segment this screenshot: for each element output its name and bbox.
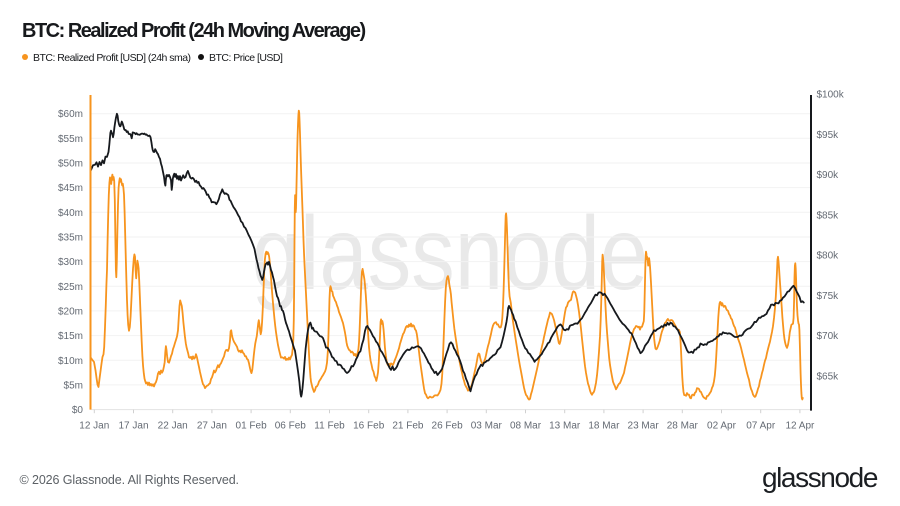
svg-text:glassnode: glassnode (252, 196, 649, 312)
svg-text:$80k: $80k (817, 251, 840, 262)
svg-text:06 Feb: 06 Feb (275, 421, 307, 432)
svg-text:12 Apr: 12 Apr (785, 421, 815, 432)
svg-text:$30m: $30m (58, 257, 83, 268)
svg-text:07 Apr: 07 Apr (746, 421, 776, 432)
svg-text:$5m: $5m (64, 380, 83, 391)
svg-text:27 Jan: 27 Jan (197, 421, 227, 432)
svg-text:16 Feb: 16 Feb (353, 421, 385, 432)
svg-text:26 Feb: 26 Feb (432, 421, 464, 432)
svg-text:13 Mar: 13 Mar (549, 421, 581, 432)
svg-text:22 Jan: 22 Jan (158, 421, 188, 432)
svg-text:$25m: $25m (58, 282, 83, 293)
svg-text:11 Feb: 11 Feb (314, 421, 345, 432)
svg-text:$55m: $55m (58, 134, 83, 145)
svg-text:$70k: $70k (817, 331, 840, 342)
svg-text:18 Mar: 18 Mar (588, 421, 620, 432)
svg-text:03 Mar: 03 Mar (471, 421, 503, 432)
svg-text:$15m: $15m (58, 331, 83, 342)
svg-text:$10m: $10m (58, 356, 83, 367)
svg-text:02 Apr: 02 Apr (707, 421, 737, 432)
svg-text:$40m: $40m (58, 208, 83, 219)
svg-text:21 Feb: 21 Feb (392, 421, 424, 432)
svg-text:12 Jan: 12 Jan (79, 421, 109, 432)
svg-text:$45m: $45m (58, 183, 83, 194)
svg-text:28 Mar: 28 Mar (667, 421, 699, 432)
svg-text:$60m: $60m (58, 109, 83, 120)
svg-text:$75k: $75k (817, 291, 840, 302)
svg-text:$0: $0 (72, 405, 84, 416)
svg-text:$65k: $65k (817, 372, 840, 383)
svg-text:$35m: $35m (58, 233, 83, 244)
svg-text:$85k: $85k (817, 210, 840, 221)
svg-text:23 Mar: 23 Mar (628, 421, 660, 432)
svg-text:08 Mar: 08 Mar (510, 421, 542, 432)
svg-text:01 Feb: 01 Feb (236, 421, 268, 432)
svg-text:17 Jan: 17 Jan (118, 421, 148, 432)
svg-text:$50m: $50m (58, 159, 83, 170)
svg-text:$90k: $90k (817, 170, 840, 181)
svg-text:$20m: $20m (58, 306, 83, 317)
svg-text:$100k: $100k (817, 90, 845, 101)
svg-text:$95k: $95k (817, 130, 840, 141)
